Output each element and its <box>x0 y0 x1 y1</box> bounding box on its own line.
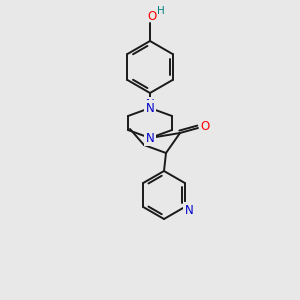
Text: N: N <box>184 203 193 217</box>
Text: N: N <box>146 98 154 112</box>
Text: H: H <box>157 6 165 16</box>
Text: N: N <box>146 131 154 145</box>
Text: N: N <box>146 101 154 115</box>
Text: O: O <box>147 10 157 22</box>
Text: O: O <box>200 121 210 134</box>
